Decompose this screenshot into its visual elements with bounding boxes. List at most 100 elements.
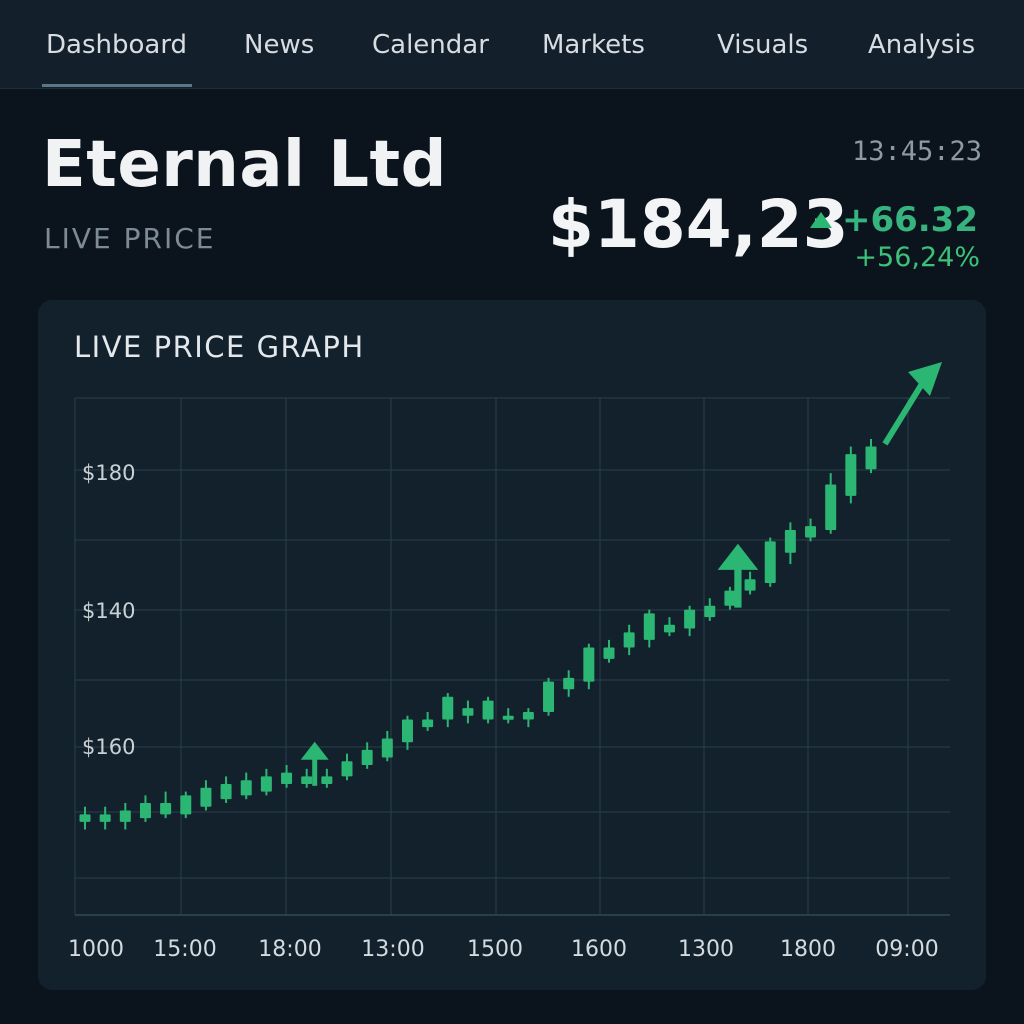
candle <box>180 791 192 819</box>
candle-body <box>623 632 635 648</box>
candle-body <box>321 776 333 784</box>
candle-body <box>583 647 595 682</box>
candle-body <box>724 590 736 606</box>
candle <box>684 605 696 637</box>
candle <box>805 518 817 542</box>
candle-body <box>563 677 575 690</box>
candle <box>401 715 413 750</box>
candle-body <box>119 810 131 822</box>
candle-body <box>240 780 252 796</box>
candle <box>784 522 796 565</box>
candle-body <box>764 541 776 584</box>
candle-body <box>160 802 172 815</box>
candle-body <box>180 795 192 815</box>
x-tick-label: 09:00 <box>875 937 938 962</box>
candle-body <box>462 708 474 716</box>
price-change: +66.32 <box>809 200 978 240</box>
candle-body <box>79 814 91 822</box>
candle-body <box>281 772 293 784</box>
candle <box>543 677 555 716</box>
candle-body <box>301 776 313 784</box>
tab-calendar[interactable]: Calendar <box>372 30 489 60</box>
live-price-label: LIVE PRICE <box>44 222 216 255</box>
x-tick-label: 1000 <box>68 937 124 962</box>
trend-markers <box>300 362 942 786</box>
candle-body <box>502 715 514 720</box>
tab-dashboard[interactable]: Dashboard <box>46 30 188 60</box>
candle <box>845 446 857 504</box>
candle <box>119 802 131 830</box>
triangle-up-icon <box>809 212 832 228</box>
candle-body <box>603 647 615 659</box>
candle-body <box>805 526 817 538</box>
arrow-up-icon <box>717 543 759 608</box>
candle <box>583 643 595 690</box>
trend-arrow-icon <box>882 362 942 446</box>
candle <box>422 711 434 731</box>
candle-body <box>482 700 494 720</box>
candle <box>663 617 675 637</box>
tab-visuals[interactable]: Visuals <box>717 30 809 60</box>
candle <box>744 571 756 595</box>
candle-body <box>401 719 413 743</box>
graph-title: LIVE PRICE GRAPH <box>74 330 365 364</box>
candle <box>341 753 353 781</box>
company-name: Eternal Ltd <box>42 128 447 202</box>
chart-grid <box>74 397 950 916</box>
candle-body <box>522 711 534 720</box>
candle <box>381 730 393 762</box>
arrow-up-icon <box>300 741 329 786</box>
current-price: $184,23 <box>548 186 849 263</box>
candle-body <box>784 529 796 553</box>
x-tick-label: 1600 <box>571 937 627 962</box>
candle-body <box>865 446 877 470</box>
candlestick-chart: $180 $140 $160 1000 15:00 18:00 13:00 1500 1600… <box>68 362 950 962</box>
y-tick-label: $180 <box>82 461 135 485</box>
candle <box>301 768 313 788</box>
y-axis-labels: $180 $140 $160 <box>82 461 135 759</box>
candle <box>482 696 494 724</box>
candle-body <box>422 719 434 728</box>
candle <box>281 765 293 788</box>
candle-body <box>341 761 353 777</box>
candle-body <box>845 454 857 496</box>
tab-news[interactable]: News <box>244 30 315 60</box>
candle <box>99 806 111 830</box>
candle-body <box>704 605 716 618</box>
candle-body <box>825 484 837 530</box>
candle <box>220 776 232 803</box>
x-tick-label: 15:00 <box>153 937 216 962</box>
candle <box>200 780 212 811</box>
x-tick-label: 13:00 <box>361 937 424 962</box>
candle-body <box>99 814 111 822</box>
arrow-up-head <box>300 741 329 760</box>
candle <box>462 700 474 724</box>
candle-body <box>543 681 555 712</box>
candle <box>260 768 272 796</box>
candle-body <box>643 613 655 640</box>
x-tick-label: 1500 <box>467 937 523 962</box>
candle <box>160 791 172 819</box>
x-axis-labels: 1000 15:00 18:00 13:00 1500 1600 1300 1800 09:00 <box>68 937 939 962</box>
candles <box>79 438 877 830</box>
top-nav: Dashboard News Calendar Markets Visuals … <box>0 0 1024 89</box>
candle <box>563 670 575 697</box>
candle-body <box>663 624 675 633</box>
candle-body <box>744 579 756 591</box>
candle <box>704 598 716 621</box>
tab-markets[interactable]: Markets <box>542 30 645 60</box>
candle-body <box>684 609 696 629</box>
x-tick-label: 18:00 <box>258 937 321 962</box>
x-tick-label: 1300 <box>678 937 734 962</box>
candle <box>623 624 635 656</box>
candle <box>643 609 655 648</box>
candle <box>603 639 615 663</box>
candle-body <box>260 776 272 792</box>
candle-body <box>361 749 373 766</box>
price-change-value: +66.32 <box>841 200 978 240</box>
candle <box>502 708 514 724</box>
candle <box>442 693 454 728</box>
tab-analysis[interactable]: Analysis <box>868 30 976 60</box>
candle <box>522 708 534 728</box>
candle <box>321 768 333 788</box>
